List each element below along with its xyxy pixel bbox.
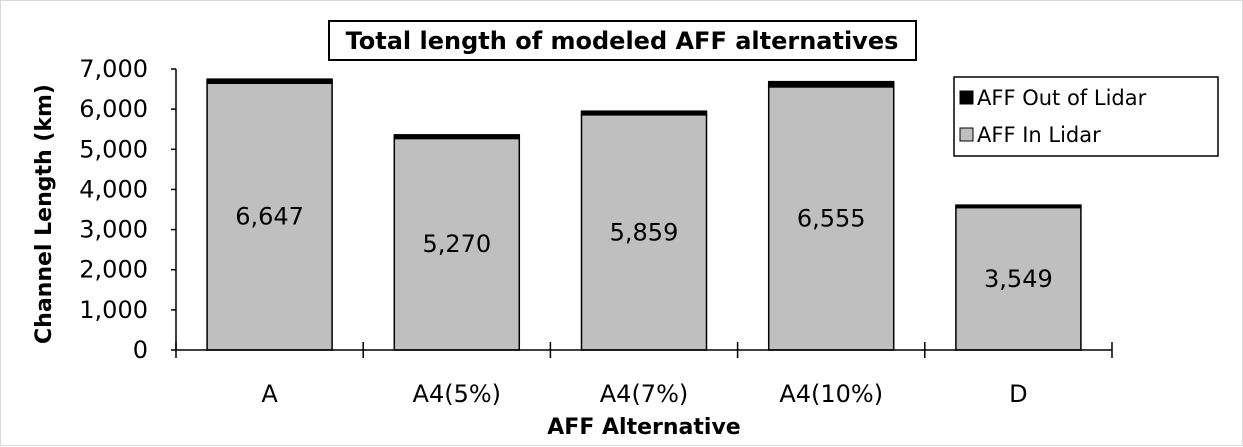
x-axis-title: AFF Alternative bbox=[547, 415, 740, 440]
legend-label-in-lidar: AFF In Lidar bbox=[977, 123, 1101, 147]
x-tick-label-0: A bbox=[261, 380, 278, 408]
y-tick-label-3: 3,000 bbox=[79, 216, 148, 244]
bar-out-of-lidar-4 bbox=[955, 204, 1082, 209]
y-tick-label-1: 1,000 bbox=[79, 296, 148, 324]
x-tick-label-1: A4(5%) bbox=[413, 380, 502, 408]
x-tick-label-2: A4(7%) bbox=[600, 380, 689, 408]
axes-layer bbox=[171, 68, 1113, 358]
bar-in-lidar-1 bbox=[393, 137, 521, 351]
bar-out-of-lidar-2 bbox=[580, 110, 708, 116]
legend: AFF Out of Lidar AFF In Lidar bbox=[953, 76, 1219, 157]
data-label-0: 6,647 bbox=[235, 203, 304, 231]
bar-out-of-lidar-0 bbox=[206, 78, 333, 84]
bar-in-lidar-0 bbox=[206, 82, 333, 351]
chart-title: Total length of modeled AFF alternatives bbox=[346, 27, 899, 55]
chart-title-box: Total length of modeled AFF alternatives bbox=[328, 20, 917, 61]
y-tick-label-6: 6,000 bbox=[79, 95, 148, 123]
y-tick-label-2: 2,000 bbox=[79, 256, 148, 284]
legend-swatch-in-lidar bbox=[959, 127, 974, 142]
data-label-2: 5,859 bbox=[610, 218, 679, 246]
y-axis-title: Channel Length (km) bbox=[32, 84, 57, 344]
chart-title-border bbox=[328, 20, 917, 61]
bar-in-lidar-4 bbox=[955, 206, 1082, 351]
bar-out-of-lidar-3 bbox=[767, 80, 895, 88]
y-tick-label-5: 5,000 bbox=[79, 135, 148, 163]
legend-swatch-out-of-lidar bbox=[959, 90, 974, 105]
y-tick-label-4: 4,000 bbox=[79, 175, 148, 203]
legend-border bbox=[953, 76, 1219, 157]
data-label-1: 5,270 bbox=[422, 230, 491, 258]
data-label-3: 6,555 bbox=[797, 204, 866, 232]
y-tick-label-0: 0 bbox=[133, 336, 148, 364]
y-tick-label-7: 7,000 bbox=[79, 55, 148, 83]
x-tick-label-4: D bbox=[1009, 380, 1027, 408]
bar-in-lidar-3 bbox=[767, 86, 895, 351]
x-tick-label-3: A4(10%) bbox=[779, 380, 883, 408]
labels-layer: 6,647 A 5,270 A4(5%) 5,859 A4(7%) 6,555 A4(10%)… bbox=[79, 55, 1052, 408]
data-label-4: 3,549 bbox=[984, 265, 1053, 293]
legend-label-out-of-lidar: AFF Out of Lidar bbox=[977, 86, 1147, 110]
bars-layer bbox=[206, 78, 1082, 351]
bar-out-of-lidar-1 bbox=[393, 134, 521, 140]
